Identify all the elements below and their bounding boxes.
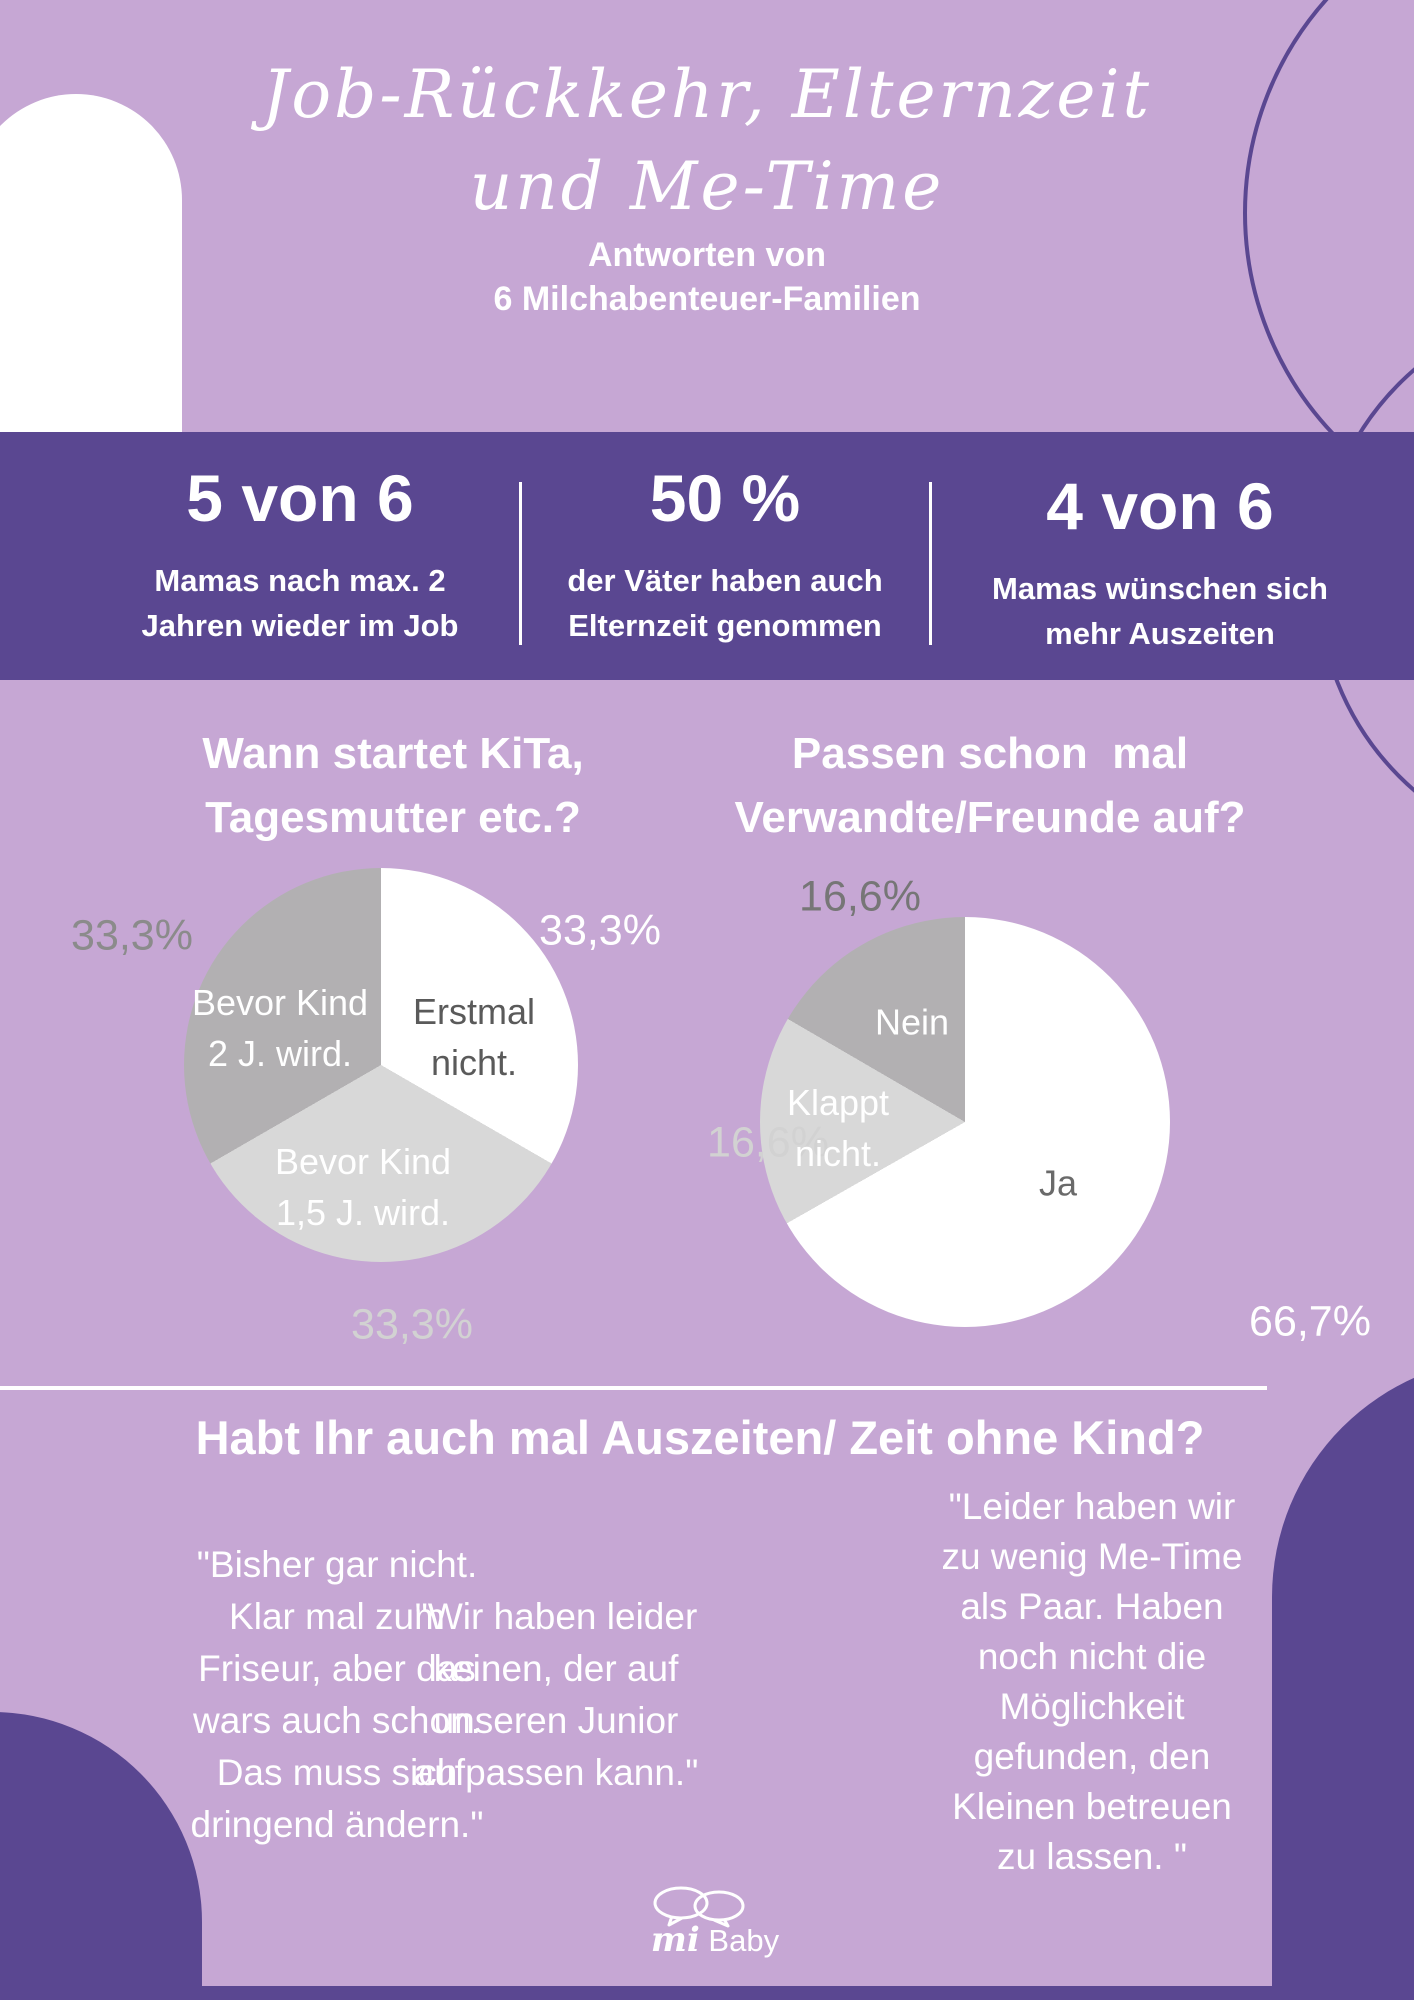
quote-2: "Wir haben leider keinen, der auf unsere… [413, 1596, 699, 1793]
pie1-slice-label-bevor-2j: Bevor Kind 2 J. wird. [191, 982, 369, 1074]
stat-divider-1 [519, 482, 522, 645]
section-divider-line [0, 1386, 1267, 1390]
pie-chart-kita [184, 868, 578, 1262]
subtitle-line2: 6 Milchabenteuer-Familien [493, 280, 921, 318]
pie-chart-betreuung [760, 917, 1170, 1327]
bottom-edge-strip [0, 1986, 1414, 2000]
pie2-percent-klappt-nicht: 16,6% [707, 1118, 829, 1167]
logo-mi-text: mi [650, 1920, 700, 1960]
pie1-percent-erstmal-nicht: 33,3% [539, 906, 661, 955]
pie2-slice-label-klappt-nicht: Klappt nicht. [786, 1082, 890, 1174]
pie2-slice-label-ja: Ja [1038, 1162, 1078, 1204]
speech-bubbles-icon [653, 1886, 745, 1928]
stat-divider-2 [929, 482, 932, 645]
logo-baby-text: Baby [708, 1923, 780, 1958]
stat-value-2: 50 % [649, 461, 801, 535]
pie2-slice-label-nein: Nein [874, 1001, 950, 1043]
pie1-slice-label-bevor-15j: Bevor Kind 1,5 J. wird. [274, 1141, 452, 1233]
page-title-line2: und Me-Time [469, 148, 945, 225]
stat-label-2: der Väter haben auch Elternzeit genommen [567, 563, 883, 643]
bottom-left-blob-decoration [0, 1712, 202, 2000]
stat-label-3: Mamas wünschen sich mehr Auszeiten [992, 571, 1328, 651]
pie2-title: Passen schon mal Verwandte/Freunde auf? [734, 729, 1246, 842]
quote-3: "Leider haben wir zu wenig Me-Time als P… [941, 1486, 1243, 1877]
page-title-line1: Job-Rückkehr, Elternzeit [261, 56, 1153, 133]
stat-value-3: 4 von 6 [1046, 469, 1274, 543]
stats-band [0, 432, 1414, 680]
subtitle-line1: Antworten von [588, 236, 826, 274]
pie1-title: Wann startet KiTa, Tagesmutter etc.? [202, 729, 584, 842]
stat-label-1: Mamas nach max. 2 Jahren wieder im Job [141, 563, 459, 643]
stat-value-1: 5 von 6 [186, 461, 414, 535]
pie2-percent-ja: 66,7% [1249, 1297, 1371, 1346]
pie1-slice-label-erstmal-nicht: Erstmal nicht. [412, 991, 536, 1083]
arch-decoration [0, 94, 182, 432]
pie2-percent-nein: 16,6% [799, 872, 921, 921]
pie1-percent-bevor-15j: 33,3% [351, 1300, 473, 1349]
quotes-section-heading: Habt Ihr auch mal Auszeiten/ Zeit ohne K… [195, 1411, 1205, 1464]
logo-wordmark: mi Baby [615, 1920, 815, 1960]
quote-1: "Bisher gar nicht. Klar mal zum Friseur,… [190, 1544, 484, 1845]
pie1-percent-bevor-2j: 33,3% [71, 911, 193, 960]
